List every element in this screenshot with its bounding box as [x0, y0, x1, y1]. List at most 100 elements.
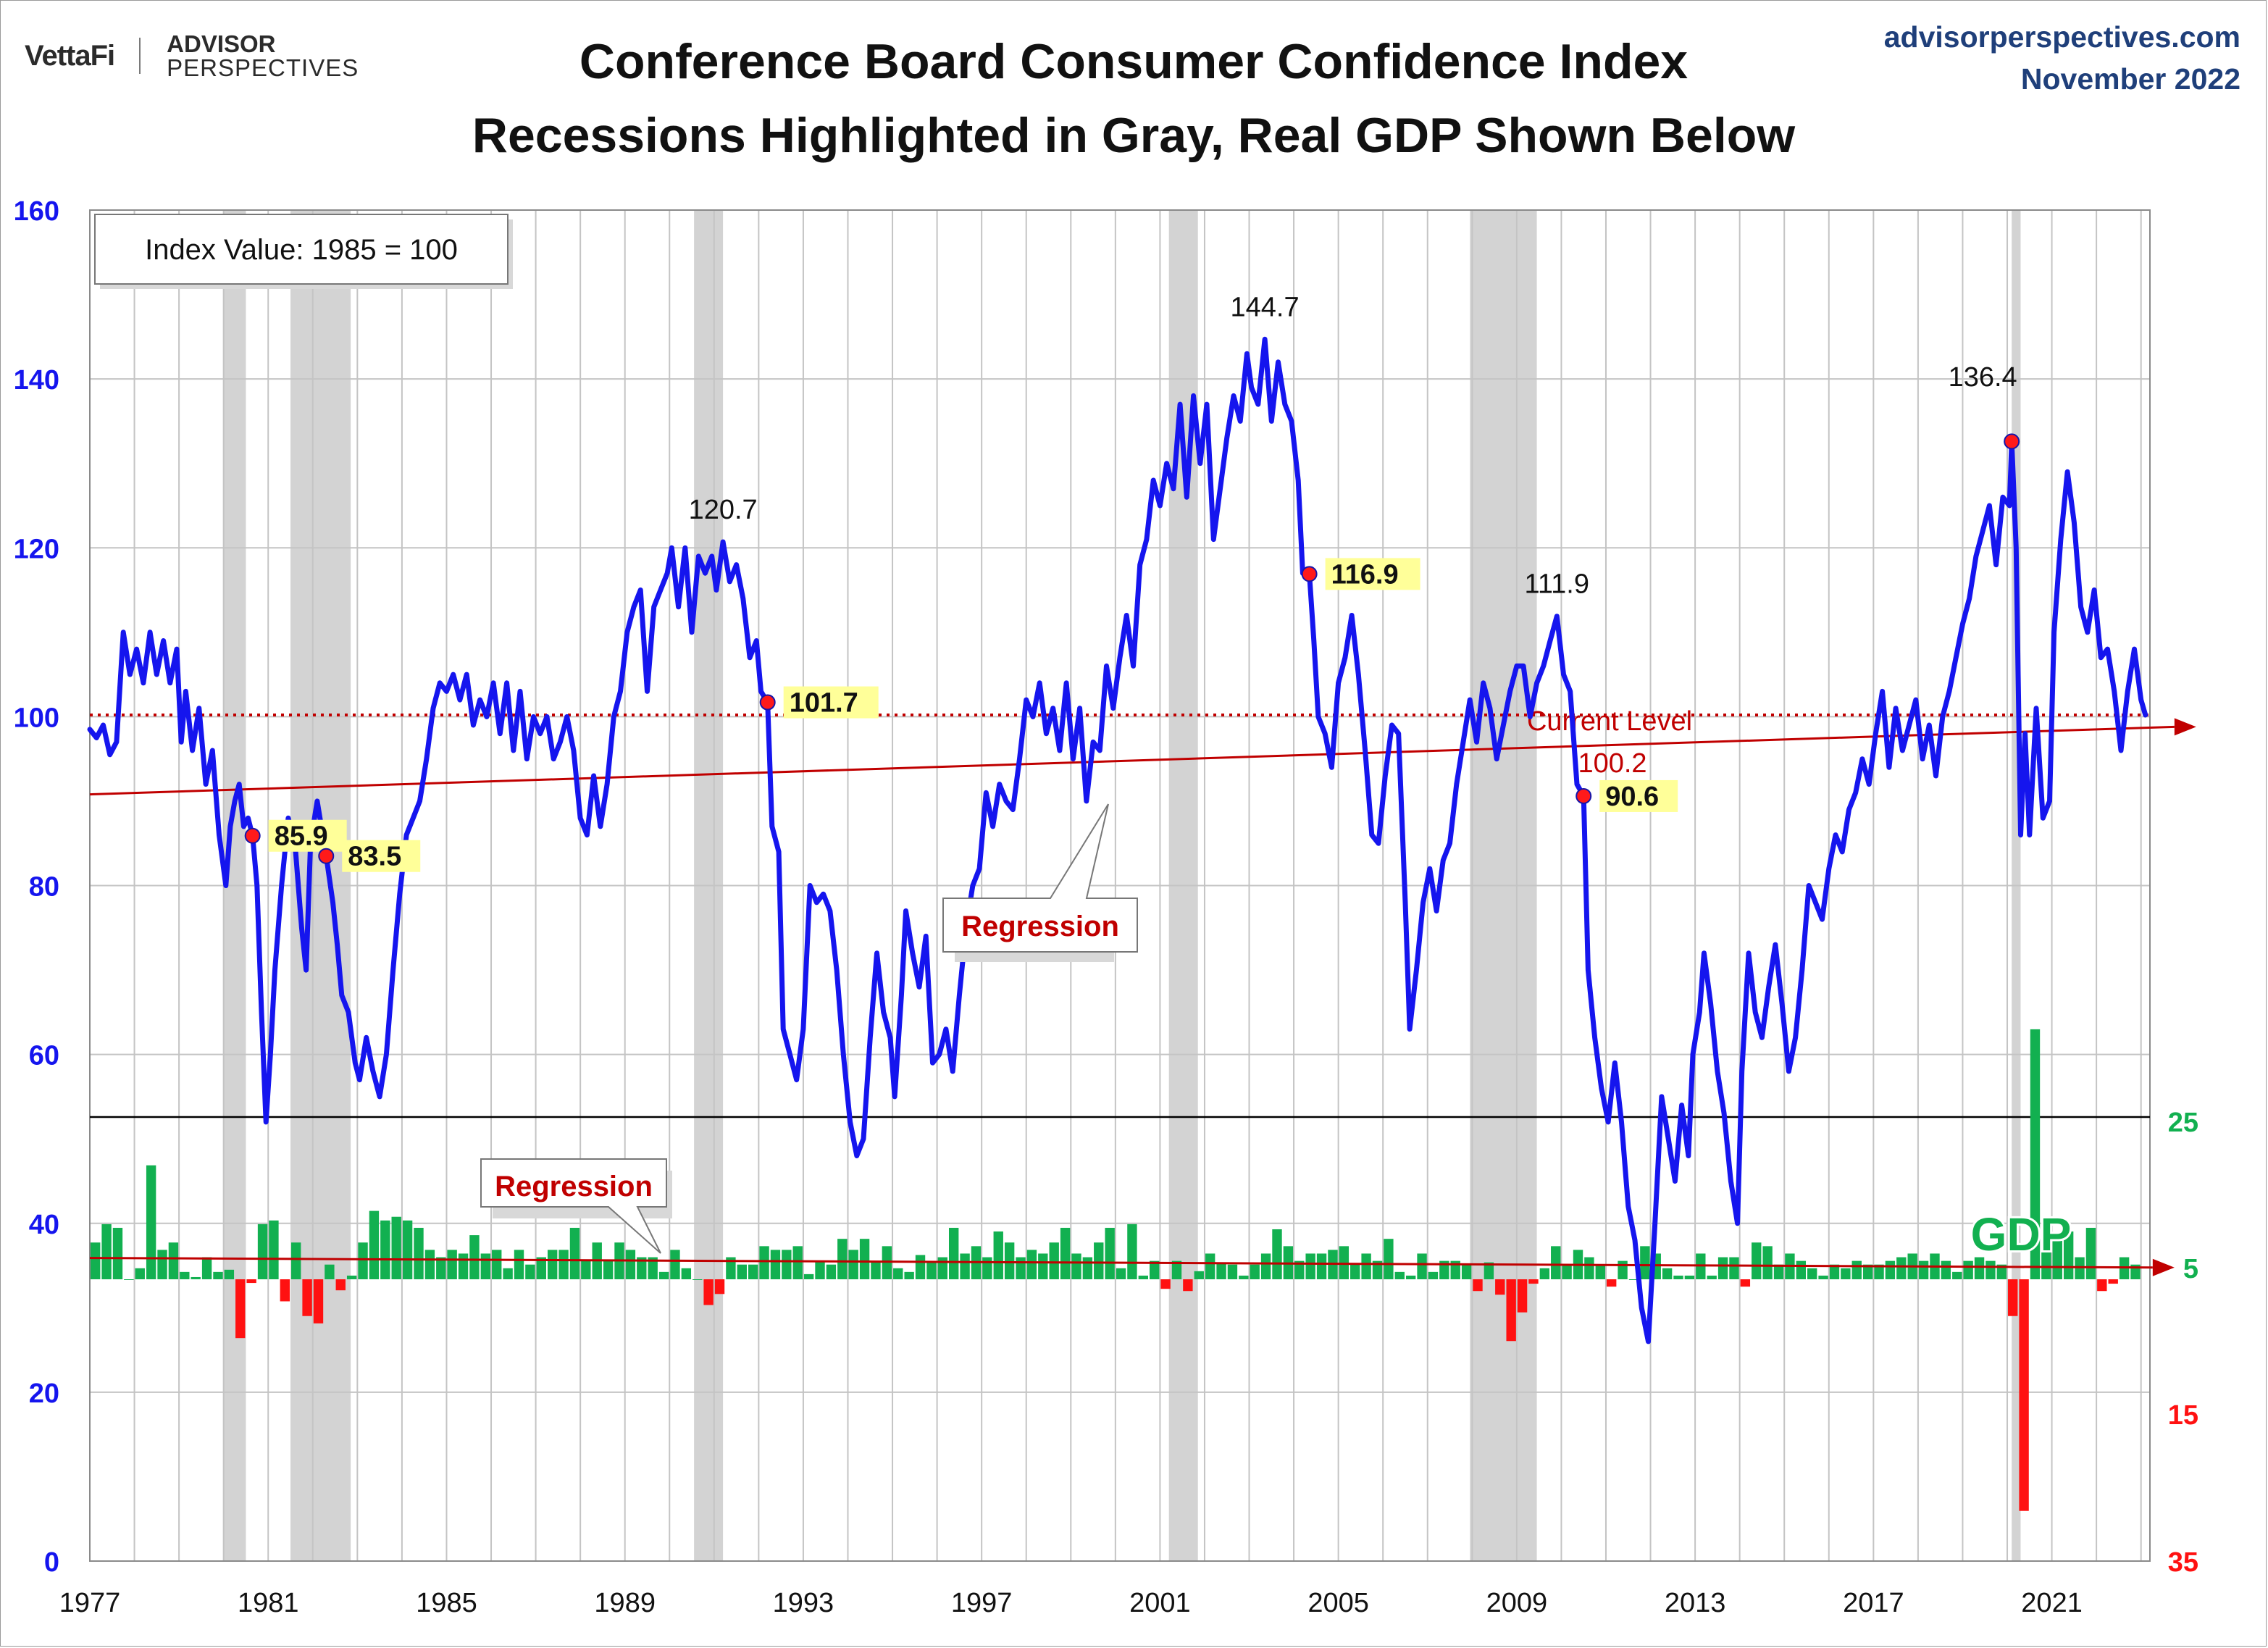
gdp-bar: [1038, 1253, 1048, 1279]
gdp-bar: [658, 1271, 669, 1279]
x-tick-label: 2009: [1486, 1588, 1548, 1618]
gdp-bar: [1717, 1257, 1728, 1279]
gdp-bar: [603, 1260, 614, 1279]
gdp-bar: [436, 1257, 446, 1279]
gdp-bar: [91, 1242, 101, 1279]
x-tick-label: 1977: [59, 1588, 121, 1618]
gdp-bar: [960, 1253, 970, 1279]
gdp-bar: [335, 1279, 346, 1291]
gdp-bar: [325, 1264, 335, 1279]
gdp-bar: [1294, 1260, 1305, 1279]
gdp-bar: [201, 1257, 212, 1279]
gdp-bar: [1194, 1271, 1204, 1279]
chart-subtitle: Recessions Highlighted in Gray, Real GDP…: [472, 108, 1796, 163]
regression-callout-upper: [942, 803, 1138, 953]
gdp-bar: [1684, 1275, 1695, 1279]
gdp-bar: [257, 1224, 268, 1279]
gdp-bar: [1394, 1271, 1405, 1279]
gdp-bar: [1862, 1264, 1873, 1279]
y-tick-label: 160: [14, 196, 59, 227]
advisor-wordmark-bottom: PERSPECTIVES: [167, 54, 359, 81]
gdp-bar: [191, 1276, 201, 1279]
gdp-bar: [558, 1250, 569, 1279]
gdp-tick-label: 35: [2168, 1547, 2198, 1578]
gdp-bar: [391, 1216, 401, 1279]
gdp-bar: [1985, 1260, 1996, 1279]
gdp-bar: [1841, 1268, 1851, 1279]
gdp-bar: [1707, 1275, 1717, 1279]
gdp-bar: [1606, 1279, 1617, 1287]
gdp-bar: [1405, 1275, 1416, 1279]
gdp-bar: [1316, 1253, 1327, 1279]
source-site: advisorperspectives.com: [1883, 20, 2240, 54]
gdp-bar: [581, 1260, 591, 1279]
gdp-bar: [692, 1279, 703, 1280]
gdp-bar: [937, 1257, 947, 1279]
gdp-bar: [1461, 1264, 1472, 1279]
vettafi-logo: VettaFi ADVISOR PERSPECTIVES: [25, 32, 359, 80]
current-level-label: Current Level: [1527, 706, 1692, 737]
advisor-perspectives-wordmark: ADVISOR PERSPECTIVES: [167, 32, 359, 80]
x-tick-label: 2021: [2021, 1588, 2083, 1618]
gdp-bar: [112, 1227, 123, 1279]
gdp-bar: [826, 1264, 837, 1279]
gdp-bar: [982, 1257, 992, 1279]
gdp-bar: [1060, 1227, 1071, 1279]
gdp-bar: [926, 1260, 937, 1279]
gdp-bar: [146, 1165, 156, 1279]
gdp-bar: [1239, 1275, 1249, 1279]
gdp-bar: [135, 1268, 145, 1279]
plot-border: [89, 209, 2151, 1562]
peak-label: 136.4: [1949, 362, 2017, 393]
gdp-bar: [2108, 1279, 2118, 1284]
gdp-bar: [458, 1253, 469, 1279]
gdp-bar: [1584, 1257, 1594, 1279]
value-label: 85.9: [275, 821, 328, 852]
gdp-bar: [358, 1242, 368, 1279]
gdp-bar: [726, 1257, 736, 1279]
advisor-wordmark-top: ADVISOR: [167, 30, 276, 57]
gdp-bar: [180, 1271, 190, 1279]
x-tick-label: 2005: [1307, 1588, 1369, 1618]
gdp-bar: [1528, 1279, 1539, 1284]
gdp-bar: [915, 1255, 926, 1279]
gdp-bar: [1205, 1253, 1215, 1279]
peak-marker: [244, 827, 261, 844]
gdp-bar: [2008, 1279, 2018, 1316]
gdp-bar: [1473, 1279, 1483, 1292]
current-level-value: 100.2: [1578, 748, 1646, 779]
gdp-bar: [1350, 1264, 1360, 1279]
gdp-bar: [1562, 1264, 1572, 1279]
gdp-bar: [569, 1227, 580, 1279]
gdp-bar: [1740, 1279, 1751, 1287]
y-tick-label: 140: [14, 365, 59, 396]
y-tick-label: 20: [29, 1379, 59, 1409]
value-label: 101.7: [790, 688, 858, 719]
gdp-label: GDP: [1971, 1208, 2072, 1260]
gdp-bar: [1796, 1260, 1806, 1279]
gdp-bar: [514, 1250, 524, 1279]
gdp-bar: [1160, 1279, 1171, 1289]
gdp-bar: [949, 1227, 959, 1279]
gdp-bar: [2041, 1250, 2051, 1279]
gdp-bar: [714, 1279, 725, 1294]
y-tick-label: 0: [44, 1547, 59, 1578]
gdp-bar: [792, 1246, 803, 1279]
gdp-bar: [2030, 1029, 2041, 1279]
gdp-bar: [380, 1220, 390, 1279]
gdp-bar: [1918, 1260, 1929, 1279]
gdp-bar: [1004, 1242, 1015, 1279]
gdp-bar: [2052, 1235, 2062, 1279]
gdp-bar: [1874, 1264, 1884, 1279]
gdp-bar: [469, 1235, 480, 1279]
gdp-bar: [648, 1257, 658, 1279]
x-tick-label: 2001: [1129, 1588, 1191, 1618]
y-tick-label: 60: [29, 1041, 59, 1071]
x-tick-label: 1997: [951, 1588, 1013, 1618]
gdp-bar: [1260, 1253, 1271, 1279]
gdp-bar: [280, 1279, 290, 1302]
gdp-bar: [1450, 1260, 1460, 1279]
value-highlight: [268, 819, 347, 852]
gdp-bar: [1539, 1268, 1550, 1279]
